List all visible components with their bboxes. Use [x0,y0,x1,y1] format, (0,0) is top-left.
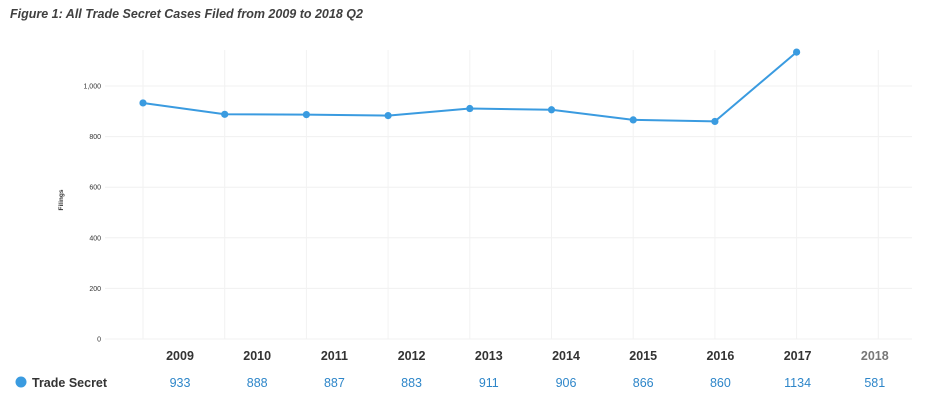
data-point-2010[interactable] [221,110,229,118]
y-tick-label: 400 [89,235,101,242]
category-label-2010: 2010 [243,349,271,363]
data-point-2013[interactable] [466,104,474,113]
y-tick-label: 0 [97,337,101,344]
data-point-2009[interactable] [139,99,147,107]
legend-label-trade-secret: Trade Secret [32,376,108,390]
grid-lines [105,50,912,340]
y-axis-label: Filings [58,189,65,210]
table-value-2014: 906 [556,376,577,390]
category-label-2009: 2009 [166,349,194,363]
data-point-2011[interactable] [302,110,310,119]
table-value-2011: 887 [324,376,345,390]
y-axis-ticks: 0 200 400 600 800 1,000 [83,84,101,344]
category-label-2014: 2014 [552,349,580,363]
y-tick-label: 1,000 [83,84,101,91]
y-tick-label: 800 [89,134,101,141]
data-point-2016[interactable] [711,117,719,126]
data-table-values: 933 888 887 883 911 906 866 860 1134 581 [170,376,886,390]
data-point-2014[interactable] [547,106,556,114]
category-label-2018: 2018 [861,349,889,363]
table-value-2013: 911 [479,376,499,390]
legend-marker-trade-secret [15,376,27,388]
data-point-2015[interactable] [629,116,637,124]
table-value-2018: 581 [864,376,885,390]
table-value-2009: 933 [170,376,191,390]
y-tick-label: 600 [89,185,101,192]
table-value-2017: 1134 [784,376,811,390]
figure-title: Figure 1: All Trade Secret Cases Filed f… [10,7,363,21]
series-points [139,48,801,126]
y-tick-label: 200 [89,286,101,293]
data-point-2012[interactable] [384,112,392,120]
category-label-2013: 2013 [475,349,503,363]
table-value-2015: 866 [633,376,654,390]
table-value-2010: 888 [247,376,268,390]
category-label-2011: 2011 [321,349,348,363]
table-value-2016: 860 [710,376,731,390]
category-label-2012: 2012 [398,349,426,363]
table-value-2012: 883 [401,376,422,390]
category-label-2015: 2015 [629,349,657,363]
category-label-2017: 2017 [784,349,812,363]
data-point-2017[interactable] [793,48,801,56]
x-axis-categories: 2009 2010 2011 2012 2013 2014 2015 2016 2017 2018 [166,349,889,363]
category-label-2016: 2016 [706,349,734,363]
